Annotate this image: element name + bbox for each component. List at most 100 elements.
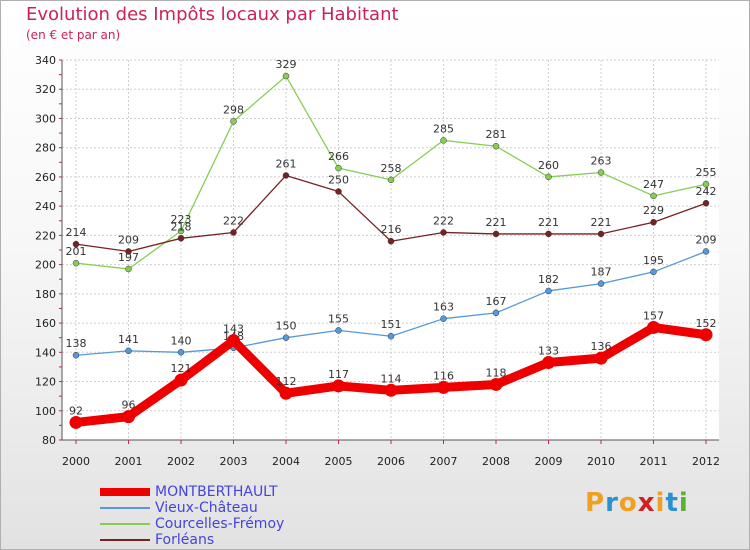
data-point-forl-ans — [177, 235, 185, 242]
data-label-forl-ans: 216 — [381, 223, 402, 236]
data-label-courcelles-fr-moy: 255 — [696, 166, 717, 179]
y-tick-label: 200 — [35, 259, 56, 272]
data-point-montberthault — [279, 386, 293, 400]
y-tick-label: 100 — [35, 405, 56, 418]
data-point-courcelles-fr-moy — [387, 176, 395, 184]
data-point-forl-ans — [597, 230, 605, 238]
data-point-forl-ans — [230, 229, 237, 236]
data-label-forl-ans: 222 — [223, 214, 244, 227]
x-tick-label: 2012 — [692, 455, 720, 468]
data-point-montberthault — [542, 356, 555, 370]
logo-letter: i — [655, 488, 666, 518]
x-tick-label: 2000 — [62, 455, 90, 468]
data-point-montberthault — [489, 377, 503, 391]
data-point-forl-ans — [282, 172, 290, 179]
data-point-montberthault — [69, 415, 83, 429]
data-label-courcelles-fr-moy: 266 — [328, 150, 349, 163]
data-point-courcelles-fr-moy — [335, 164, 342, 172]
data-label-forl-ans: 218 — [171, 220, 192, 233]
data-label-vieux-ch-teau: 163 — [433, 301, 454, 314]
x-tick-label: 2007 — [430, 455, 458, 468]
data-label-vieux-ch-teau: 209 — [696, 233, 717, 246]
data-label-montberthault: 143 — [223, 323, 244, 336]
data-point-forl-ans — [335, 188, 342, 195]
legend-label: Forléans — [155, 532, 215, 548]
data-label-courcelles-fr-moy: 258 — [381, 162, 402, 175]
x-tick-label: 2009 — [535, 455, 563, 468]
data-point-vieux-ch-teau — [545, 287, 552, 295]
data-point-courcelles-fr-moy — [650, 192, 657, 200]
data-point-courcelles-fr-moy — [282, 72, 290, 80]
legend-label: Courcelles-Frémoy — [155, 516, 285, 532]
data-point-vieux-ch-teau — [335, 327, 342, 334]
data-point-courcelles-fr-moy — [545, 173, 552, 181]
data-point-courcelles-fr-moy — [177, 227, 185, 235]
data-label-forl-ans: 250 — [328, 174, 349, 187]
data-label-montberthault: 152 — [696, 317, 717, 330]
data-label-courcelles-fr-moy: 223 — [171, 213, 192, 226]
x-tick-label: 2004 — [272, 455, 300, 468]
data-label-montberthault: 157 — [643, 309, 664, 322]
data-label-montberthault: 117 — [328, 368, 349, 381]
data-label-montberthault: 121 — [171, 362, 192, 375]
y-tick-label: 220 — [35, 229, 56, 242]
y-tick-label: 120 — [35, 376, 56, 389]
x-tick-label: 2011 — [640, 455, 668, 468]
data-point-montberthault — [437, 380, 450, 394]
logo-letter: r — [605, 488, 619, 518]
y-tick-label: 340 — [35, 54, 56, 67]
data-label-courcelles-fr-moy: 329 — [276, 58, 297, 71]
data-label-forl-ans: 209 — [118, 233, 139, 246]
y-tick-label: 80 — [42, 434, 56, 447]
data-point-courcelles-fr-moy — [597, 169, 605, 176]
data-label-vieux-ch-teau: 182 — [538, 273, 559, 286]
x-tick-label: 2005 — [325, 455, 353, 468]
x-tick-label: 2006 — [377, 455, 405, 468]
data-point-vieux-ch-teau — [387, 332, 395, 340]
data-point-courcelles-fr-moy — [440, 137, 447, 144]
data-label-montberthault: 136 — [591, 340, 612, 353]
chart-title: Evolution des Impôts locaux par Habitant — [26, 4, 399, 25]
y-tick-label: 300 — [35, 112, 56, 125]
data-point-vieux-ch-teau — [72, 351, 80, 359]
legend-label: MONTBERTHAULT — [155, 484, 278, 500]
data-label-vieux-ch-teau: 140 — [171, 334, 192, 347]
x-tick-label: 2001 — [115, 455, 143, 468]
data-point-forl-ans — [440, 229, 447, 236]
data-point-montberthault — [122, 410, 135, 424]
data-label-montberthault: 96 — [122, 399, 136, 412]
data-label-forl-ans: 221 — [591, 216, 612, 229]
data-label-montberthault: 118 — [486, 366, 507, 379]
data-label-forl-ans: 229 — [643, 204, 664, 217]
y-tick-label: 180 — [35, 288, 56, 301]
data-label-montberthault: 133 — [538, 345, 559, 358]
data-label-vieux-ch-teau: 167 — [486, 295, 507, 308]
data-label-forl-ans: 221 — [486, 216, 507, 229]
data-label-courcelles-fr-moy: 263 — [591, 155, 612, 168]
legend-swatch — [100, 539, 150, 541]
data-point-vieux-ch-teau — [650, 268, 657, 276]
data-point-vieux-ch-teau — [492, 309, 500, 317]
y-tick-label: 240 — [35, 200, 56, 213]
data-label-courcelles-fr-moy: 281 — [486, 128, 507, 141]
legend-swatch — [100, 507, 150, 509]
x-tick-label: 2008 — [482, 455, 510, 468]
data-point-courcelles-fr-moy — [72, 259, 80, 267]
legend-swatch — [100, 523, 150, 525]
data-point-forl-ans — [545, 230, 552, 238]
y-tick-label: 160 — [35, 317, 56, 330]
data-label-vieux-ch-teau: 150 — [276, 320, 297, 333]
data-label-vieux-ch-teau: 141 — [118, 333, 139, 346]
data-point-courcelles-fr-moy — [230, 118, 237, 125]
data-point-montberthault — [384, 383, 398, 397]
data-label-courcelles-fr-moy: 298 — [223, 103, 244, 116]
data-point-courcelles-fr-moy — [125, 265, 132, 273]
data-label-forl-ans: 221 — [538, 216, 559, 229]
data-label-forl-ans: 222 — [433, 214, 454, 227]
y-tick-label: 320 — [35, 83, 56, 96]
data-point-vieux-ch-teau — [282, 334, 290, 341]
y-tick-label: 280 — [35, 142, 56, 155]
data-point-forl-ans — [702, 199, 710, 207]
proxiti-logo: Proxiti — [585, 488, 689, 518]
data-point-montberthault — [594, 351, 608, 365]
